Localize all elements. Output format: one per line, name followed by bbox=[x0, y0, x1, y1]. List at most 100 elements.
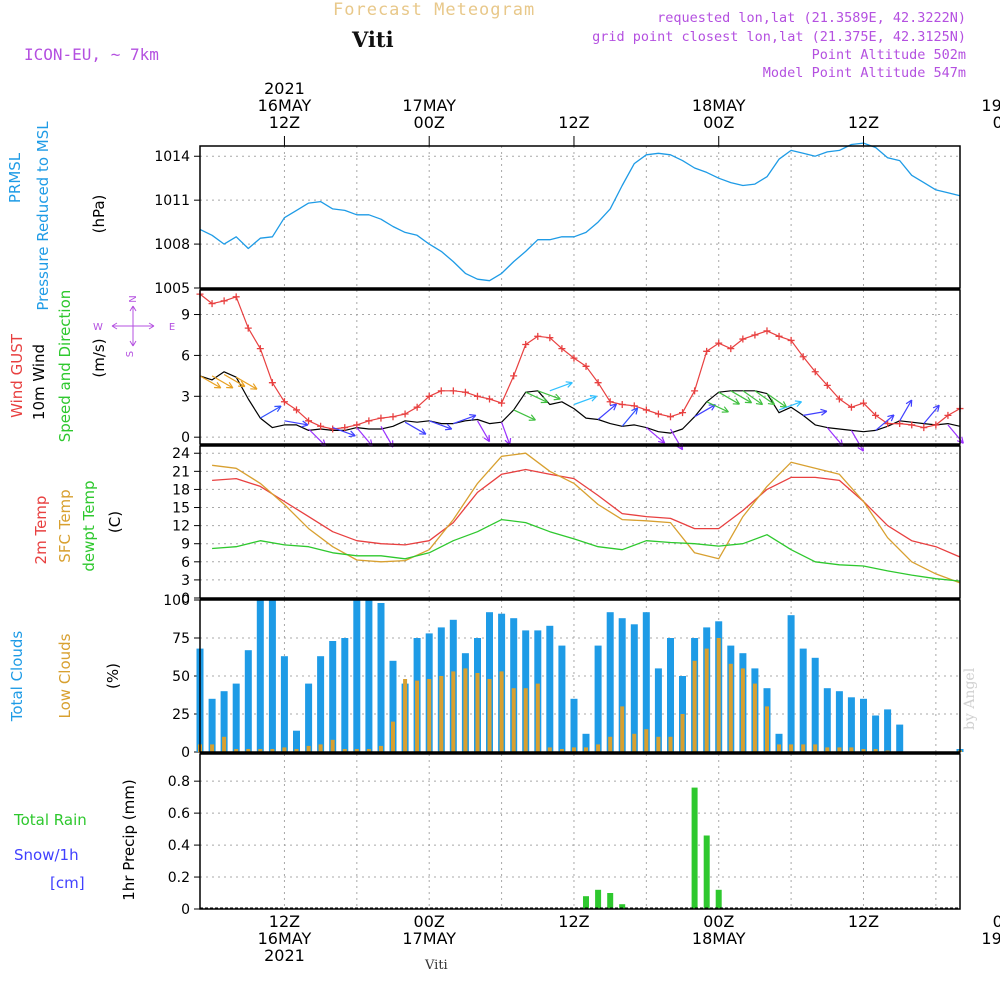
low-clouds-bar bbox=[294, 749, 299, 752]
wind-gust-marker bbox=[884, 420, 892, 428]
rain-bar bbox=[595, 889, 602, 909]
low-clouds-bar bbox=[246, 749, 251, 752]
precip-tick-label: 0.6 bbox=[168, 806, 190, 822]
time-label-bottom: 19MAY bbox=[981, 929, 1000, 948]
wind-barb bbox=[899, 399, 913, 422]
wind-barb-shaft bbox=[211, 375, 234, 389]
wind-gust-marker bbox=[534, 332, 542, 340]
low-clouds-bar bbox=[523, 688, 528, 752]
temp-label-sfc: SFC Temp bbox=[56, 489, 74, 562]
total-clouds-bar bbox=[208, 698, 216, 752]
compass-icon bbox=[111, 305, 155, 347]
total-clouds-bar bbox=[811, 657, 819, 752]
wind-barb-shaft bbox=[308, 428, 326, 447]
wind-barb-shaft bbox=[694, 404, 716, 418]
total-clouds-bar bbox=[546, 625, 554, 752]
low-clouds-bar bbox=[728, 663, 733, 752]
wind-barb bbox=[259, 405, 282, 419]
wind-barb-shaft bbox=[645, 427, 666, 444]
precip-label-snow: Snow/1h bbox=[14, 846, 79, 864]
wind-gust-marker bbox=[510, 372, 518, 380]
wind-gust-marker bbox=[715, 339, 723, 347]
time-label-top: 17MAY bbox=[402, 96, 456, 115]
wind-barb bbox=[621, 407, 639, 427]
total-clouds-bar bbox=[220, 691, 228, 752]
total-clouds-bar bbox=[618, 618, 626, 752]
wind-barb bbox=[332, 427, 356, 438]
low-clouds-bar bbox=[608, 736, 613, 752]
wind-gust-marker bbox=[244, 324, 252, 332]
low-clouds-bar bbox=[306, 745, 311, 752]
clouds-tick-label: 75 bbox=[172, 631, 190, 647]
total-clouds-bar bbox=[654, 668, 662, 752]
wind-barb-shaft bbox=[235, 376, 258, 390]
temp-label-2m: 2m Temp bbox=[32, 496, 50, 565]
wind-gust-marker bbox=[582, 362, 590, 370]
gridpoint-coords: grid point closest lon,lat (21.375E, 42.… bbox=[592, 29, 966, 45]
wind-barb bbox=[597, 403, 618, 420]
compass-east-label: E bbox=[169, 322, 175, 333]
wind-gust-marker bbox=[280, 398, 288, 406]
rain-bar bbox=[691, 787, 698, 909]
temperature-tick-label: 12 bbox=[172, 519, 190, 535]
wind-barb-shaft bbox=[199, 375, 222, 389]
low-clouds-bar bbox=[535, 683, 540, 752]
wind-barb-shaft bbox=[501, 421, 511, 445]
wind-gust-marker bbox=[811, 368, 819, 376]
wind-barb bbox=[778, 400, 802, 411]
clouds-unit-label: (%) bbox=[104, 663, 122, 689]
wind-gust-marker bbox=[293, 406, 301, 414]
wind-barb bbox=[645, 427, 666, 444]
total-clouds-bar bbox=[329, 641, 337, 752]
wind-barb-shaft bbox=[803, 410, 827, 416]
wind-barb bbox=[742, 390, 764, 406]
wind-gust-marker bbox=[642, 406, 650, 414]
location-title: Viti bbox=[352, 27, 394, 52]
wind-barb bbox=[803, 408, 828, 416]
precip-label-cm: [cm] bbox=[50, 874, 85, 892]
temp-dewpt-line bbox=[212, 518, 961, 582]
wind-gust-marker bbox=[268, 379, 276, 387]
total-clouds-bar bbox=[823, 688, 831, 752]
precip-tick-label: 0.2 bbox=[168, 870, 190, 886]
panel-frame bbox=[199, 145, 961, 289]
wind-barb-shaft bbox=[850, 430, 864, 452]
rain-bar bbox=[583, 896, 589, 909]
wind-gust-marker bbox=[679, 409, 687, 417]
time-label-bottom: 00Z bbox=[414, 912, 445, 931]
wind-barb-head bbox=[767, 398, 776, 406]
wind-barb bbox=[223, 373, 246, 388]
low-clouds-bar bbox=[849, 747, 854, 752]
pressure-tick-label: 1014 bbox=[154, 149, 190, 165]
wind-speed-line bbox=[199, 371, 961, 434]
wind-barb-shaft bbox=[778, 401, 802, 411]
total-clouds-bar bbox=[377, 603, 385, 752]
wind-gust-marker bbox=[787, 336, 795, 344]
wind-barb bbox=[513, 409, 536, 421]
low-clouds-bar bbox=[451, 671, 456, 752]
wind-gust-marker bbox=[799, 353, 807, 361]
wind-barb-head bbox=[658, 436, 666, 444]
low-clouds-bar bbox=[282, 747, 287, 752]
wind-barb-head bbox=[887, 414, 895, 422]
wind-tick-label: 3 bbox=[181, 389, 190, 405]
wind-gust-marker bbox=[401, 410, 409, 418]
wind-barb-head bbox=[214, 381, 222, 389]
low-clouds-bar bbox=[475, 673, 480, 752]
wind-gust-marker bbox=[920, 424, 928, 432]
wind-barb-head bbox=[348, 430, 356, 438]
wind-barb-head bbox=[540, 396, 548, 404]
low-clouds-bar bbox=[572, 747, 576, 752]
total-clouds-bar bbox=[787, 615, 795, 752]
total-clouds-bar bbox=[594, 645, 602, 752]
wind-barb bbox=[947, 424, 964, 444]
pressure-line bbox=[199, 142, 961, 282]
wind-barb-head bbox=[905, 399, 913, 407]
wind-gust-marker bbox=[461, 388, 469, 396]
wind-barb-shaft bbox=[621, 407, 639, 427]
low-clouds-bar bbox=[330, 739, 335, 752]
time-label-top: 00Z bbox=[414, 113, 445, 132]
time-label-top: 2021 bbox=[264, 79, 305, 98]
wind-gust-marker bbox=[666, 413, 674, 421]
low-clouds-bar bbox=[222, 736, 227, 752]
